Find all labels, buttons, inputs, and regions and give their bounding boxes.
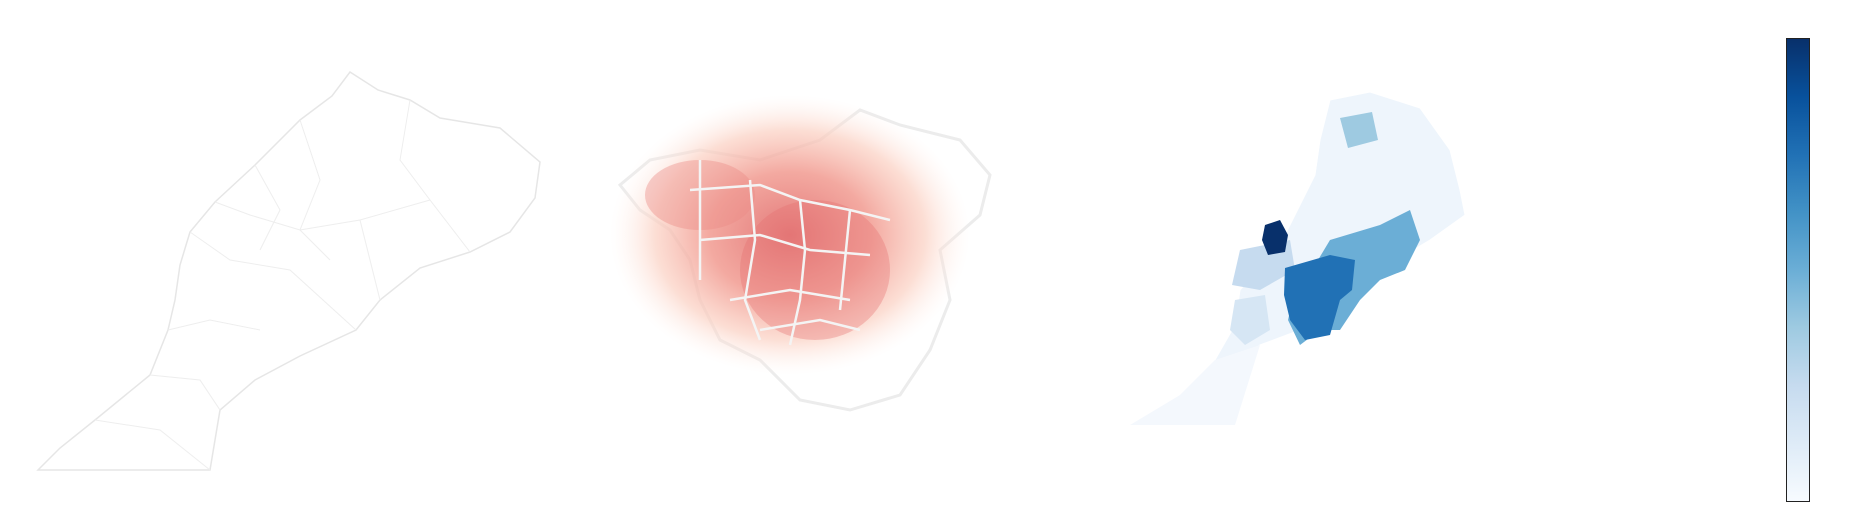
region-east-large (1288, 210, 1420, 345)
region-marrakech (1262, 220, 1288, 255)
kde-main (610, 95, 970, 375)
choropleth-lower-band (1130, 345, 1260, 425)
impacted-regions-outline (617, 108, 992, 412)
admin4-boundaries (689, 160, 891, 346)
region-north (1340, 112, 1378, 148)
morocco-outline (36, 70, 541, 471)
kde-core (740, 200, 890, 340)
colorbar (1786, 38, 1810, 502)
region-west (1232, 240, 1295, 290)
map-attractions (36, 70, 541, 471)
region-coast (1230, 295, 1270, 345)
admin-boundaries (94, 99, 471, 471)
region-max-count (1284, 255, 1355, 340)
kde-west (645, 160, 755, 230)
choropleth-base (1129, 91, 1466, 426)
